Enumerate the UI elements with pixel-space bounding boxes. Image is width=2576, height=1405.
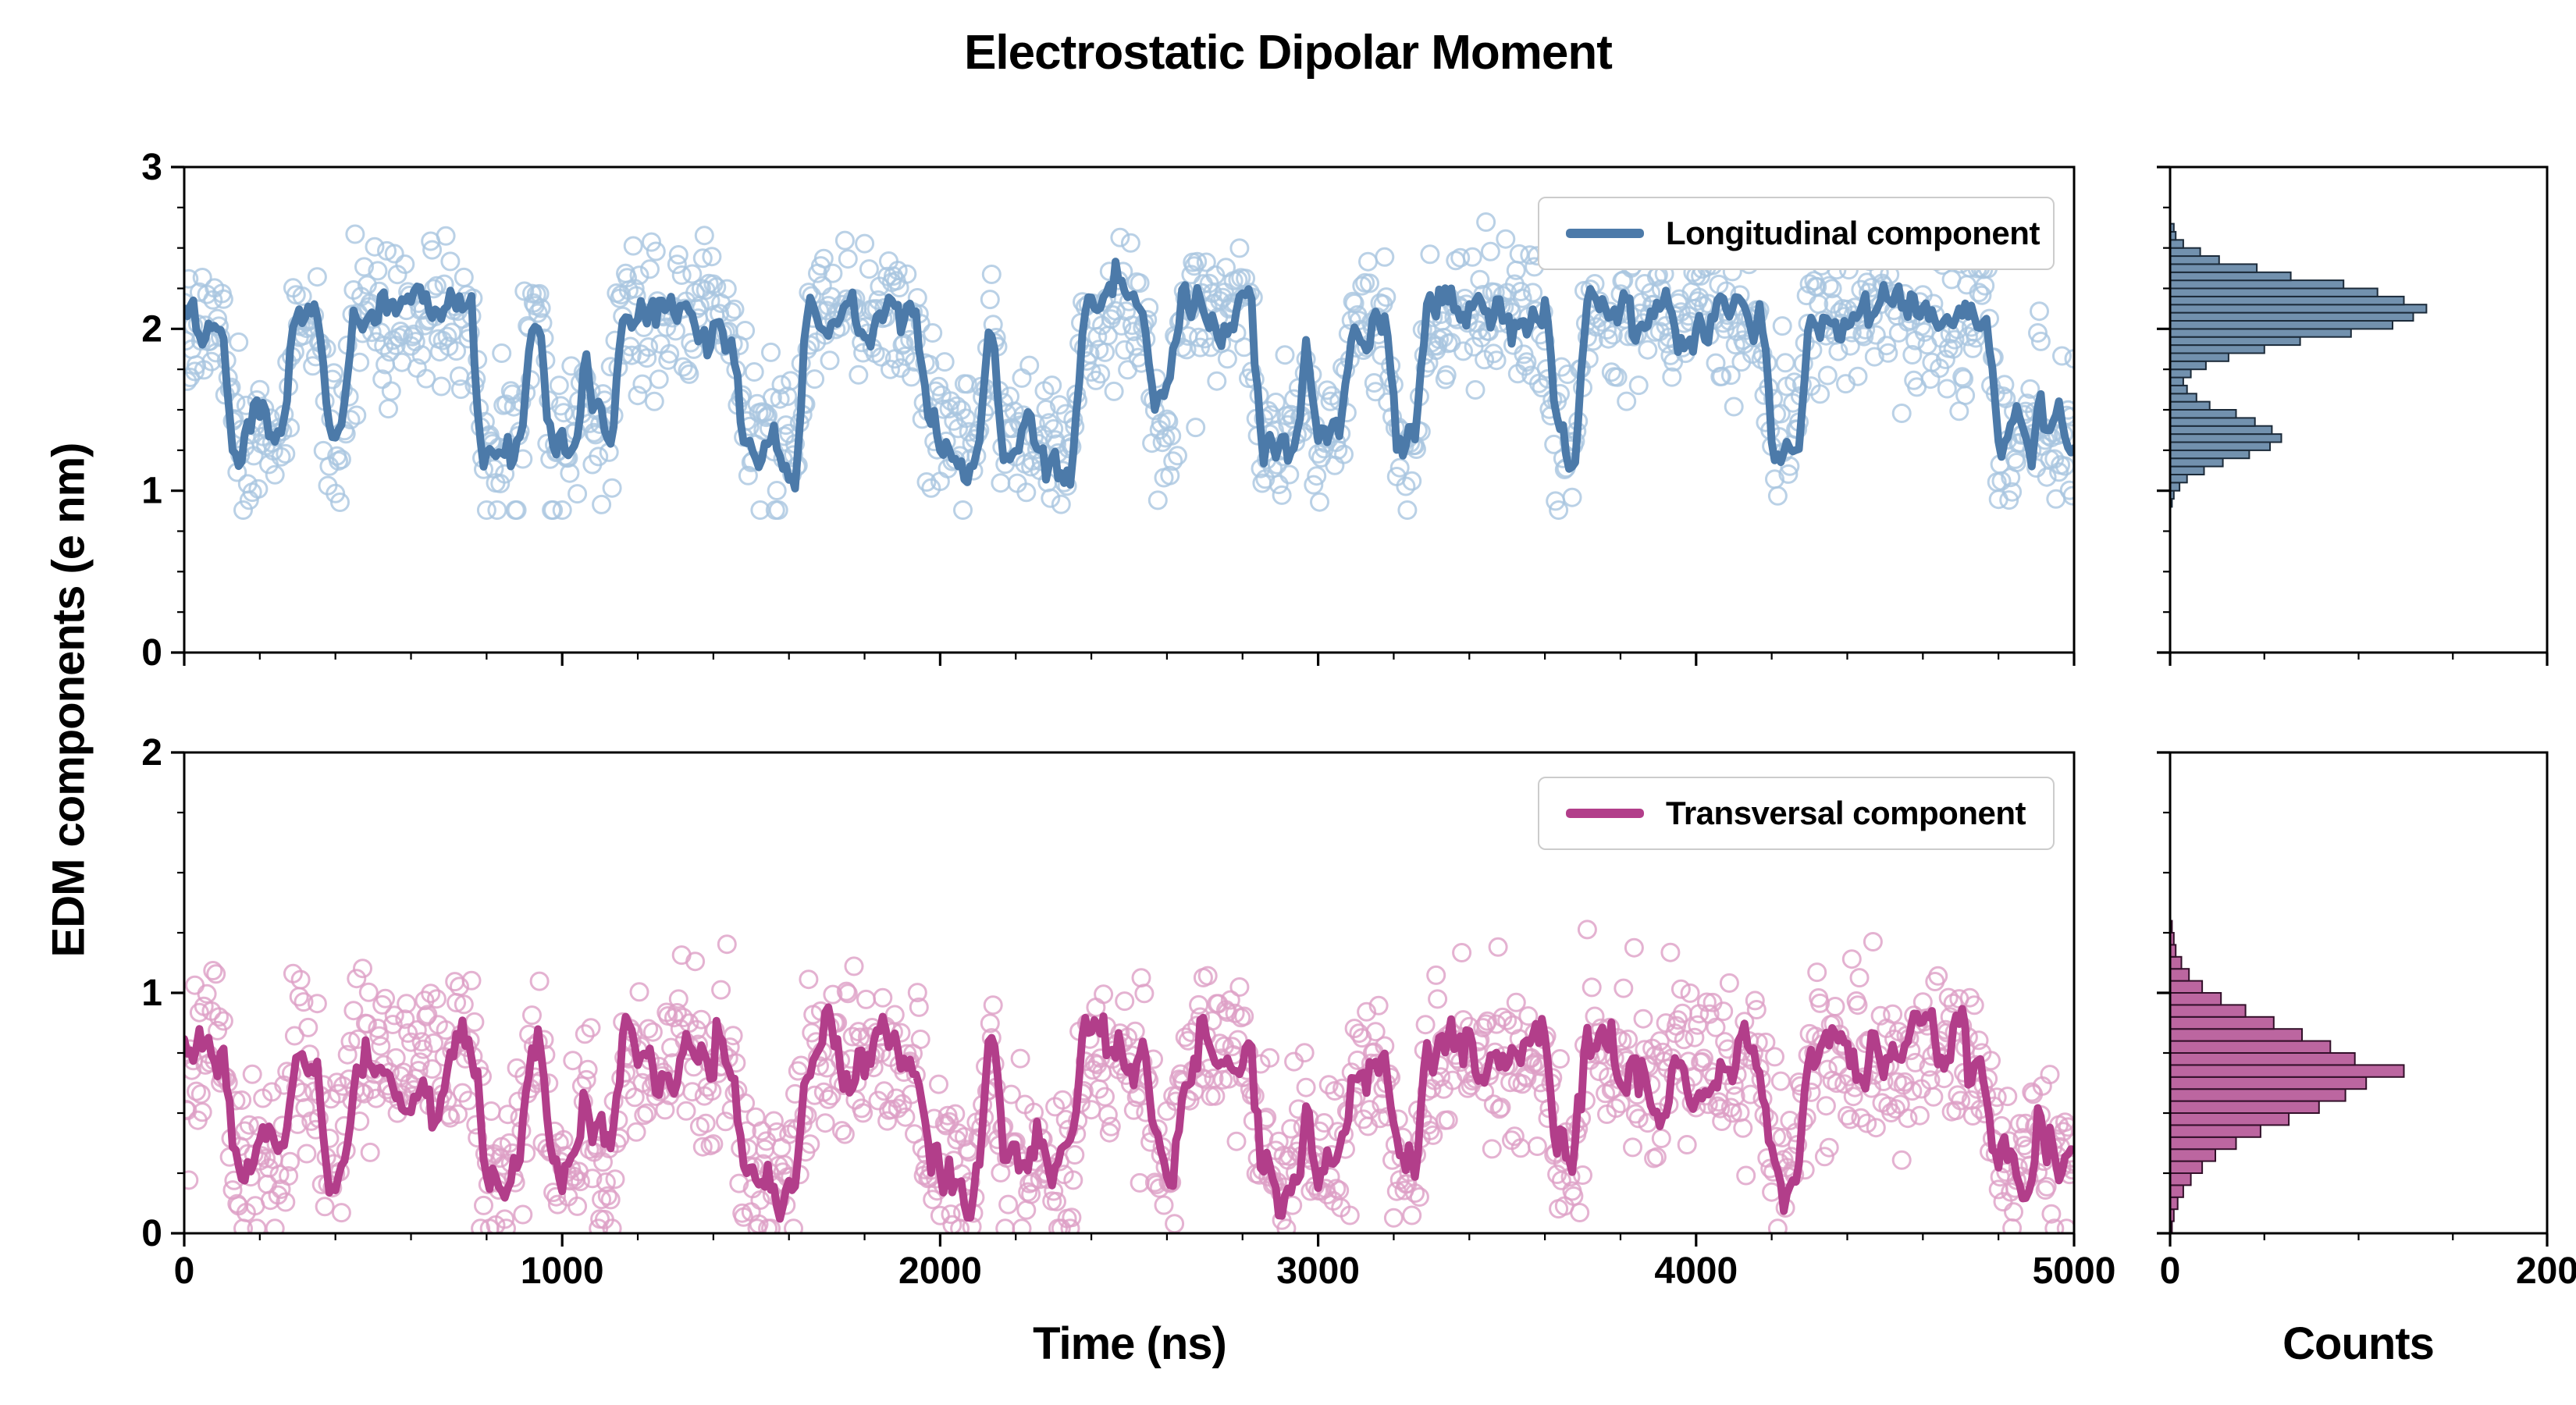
svg-text:1000: 1000 (521, 1250, 604, 1292)
transversal-panel: 0 1000 2000 3000 4000 5000 0 1 2 (141, 732, 2115, 1292)
svg-text:0: 0 (141, 632, 162, 674)
axis-frame (183, 165, 2076, 654)
axis-frame (2169, 751, 2549, 1235)
transversal-hist-bars (2169, 919, 2405, 1234)
counts-axis-label: Counts (2282, 1318, 2435, 1369)
svg-text:0: 0 (141, 1213, 162, 1254)
x-axis-label: Time (ns) (1033, 1318, 1227, 1369)
axis-frame (2169, 165, 2549, 654)
svg-text:0: 0 (2160, 1250, 2181, 1292)
chart-title: Electrostatic Dipolar Moment (964, 26, 1613, 80)
legend-longitudinal-label: Longitudinal component (1666, 215, 2040, 251)
svg-text:2000: 2000 (898, 1250, 982, 1292)
longitudinal-mean-line (184, 258, 2074, 493)
svg-text:0: 0 (174, 1250, 195, 1292)
svg-text:4000: 4000 (1654, 1250, 1738, 1292)
legend-transversal-label: Transversal component (1666, 795, 2026, 831)
legend-transversal: Transversal component (1538, 777, 2055, 850)
axis-major-ticks (171, 751, 2076, 1247)
axis-frame (183, 751, 2076, 1235)
svg-text:3000: 3000 (1276, 1250, 1360, 1292)
axis-major-ticks (171, 165, 2076, 666)
svg-text:1: 1 (141, 973, 162, 1014)
axis-major-ticks (2157, 165, 2549, 666)
transversal-hist-panel: 0 200 (2157, 751, 2576, 1292)
svg-text:2: 2 (141, 308, 162, 350)
legend-longitudinal: Longitudinal component (1538, 197, 2055, 270)
svg-text:2: 2 (141, 732, 162, 774)
svg-text:200: 200 (2516, 1250, 2576, 1292)
transversal-mean-line (184, 1003, 2074, 1223)
longitudinal-line-swatch (1566, 229, 1644, 238)
axis-major-ticks (2157, 751, 2549, 1247)
y-tick-labels: 0 1 2 (141, 732, 162, 1254)
x-tick-labels: 0 1000 2000 3000 4000 5000 (174, 1250, 2116, 1292)
y-tick-labels: 0 1 2 3 (141, 147, 162, 674)
longitudinal-hist-panel (2157, 165, 2549, 666)
transversal-line-swatch (1566, 809, 1644, 818)
longitudinal-panel: 0 1 2 3 (141, 147, 2076, 674)
svg-text:5000: 5000 (2033, 1250, 2116, 1292)
x-tick-labels: 0 200 (2160, 1250, 2576, 1292)
longitudinal-hist-bars (2169, 222, 2428, 508)
svg-text:3: 3 (141, 147, 162, 188)
svg-text:1: 1 (141, 471, 162, 512)
y-axis-label: EDM components (e nm) (43, 443, 94, 958)
